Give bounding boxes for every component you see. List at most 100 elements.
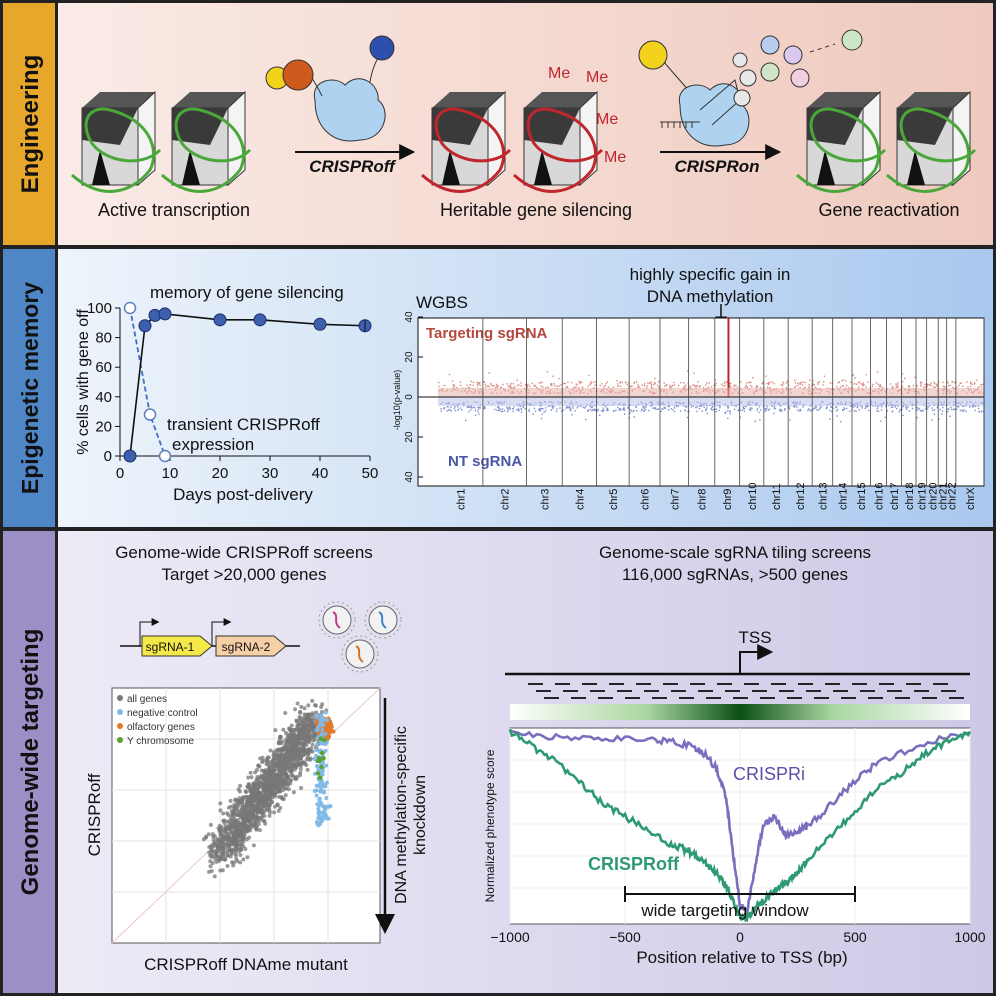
chrom-label: chr22: [946, 482, 958, 510]
targeting-point: [518, 384, 520, 386]
targeting-point: [799, 383, 801, 385]
all-genes-point: [236, 835, 241, 840]
negative-control-point: [323, 710, 328, 715]
nt-point: [552, 407, 554, 409]
nt-point: [897, 405, 899, 407]
nt-point: [788, 405, 791, 408]
all-genes-point: [239, 842, 244, 847]
nt-point: [618, 408, 621, 410]
negative-control-point: [319, 768, 324, 773]
nt-point: [466, 406, 468, 408]
all-genes-point: [226, 805, 231, 810]
nt-point: [468, 406, 471, 408]
targeting-point: [786, 380, 789, 382]
all-genes-point: [254, 768, 259, 773]
wgbs-y-label: -log10(p-value): [392, 370, 402, 431]
nt-point: [974, 409, 976, 412]
targeting-point: [546, 370, 549, 373]
targeting-point: [459, 384, 462, 387]
targeting-point: [565, 386, 568, 388]
all-genes-point: [238, 860, 243, 865]
targeting-point: [538, 382, 541, 384]
chrom-label: chr11: [771, 483, 783, 510]
chrom-label: chr13: [817, 482, 829, 510]
targeting-point: [545, 386, 547, 389]
targeting-point: [477, 382, 480, 384]
all-genes-point: [209, 854, 214, 859]
nt-point: [542, 408, 544, 410]
targeting-point: [620, 385, 622, 387]
nt-point: [835, 409, 838, 412]
nt-point: [758, 405, 761, 408]
negative-control-point: [324, 804, 329, 809]
nucleosome-active: [885, 90, 977, 193]
targeting-point: [705, 384, 707, 386]
nt-point: [547, 405, 550, 407]
nt-point: [562, 409, 565, 411]
targeting-point: [638, 385, 640, 388]
targeting-point: [629, 385, 631, 387]
nt-point: [591, 410, 593, 412]
all-genes-point: [241, 812, 246, 817]
nt-point: [454, 409, 457, 412]
targeting-point: [958, 384, 960, 387]
nt-point: [830, 406, 832, 408]
all-genes-point: [272, 752, 277, 757]
all-genes-point: [268, 748, 273, 753]
all-genes-point: [293, 707, 298, 712]
nt-point: [544, 407, 547, 409]
all-genes-point: [299, 704, 304, 709]
nt-point: [725, 411, 727, 413]
all-genes-point: [312, 737, 317, 742]
memory-x-tick-label: 10: [162, 465, 179, 482]
nt-point: [650, 405, 652, 408]
all-genes-point: [223, 837, 228, 842]
nt-point: [890, 406, 893, 409]
memory-y-tick-label: 40: [95, 389, 112, 406]
all-genes-point: [303, 750, 308, 755]
negative-control-point: [314, 753, 319, 758]
wgbs-y-tick-label: 20: [404, 351, 415, 363]
legend-marker: [117, 737, 123, 743]
nt-point: [933, 409, 936, 411]
all-genes-point: [264, 788, 269, 793]
targeting-point: [841, 385, 843, 387]
nucleosome-silenced: [512, 90, 604, 193]
targeting-point: [621, 381, 624, 384]
all-genes-point: [306, 727, 311, 732]
all-genes-point: [279, 795, 284, 800]
nt-point: [676, 405, 678, 408]
targeting-point: [914, 376, 916, 379]
nt-point: [700, 405, 702, 408]
all-genes-point: [279, 756, 284, 761]
all-genes-point: [237, 831, 242, 836]
targeting-point: [594, 384, 596, 386]
nt-point: [684, 409, 686, 411]
nt-point: [799, 408, 801, 411]
targeting-point: [920, 381, 923, 384]
all-genes-point: [212, 874, 217, 879]
nt-point: [630, 410, 633, 412]
nt-point: [956, 405, 959, 408]
targeting-point: [643, 383, 646, 385]
screen-title-1: Genome-wide CRISPRoff screens: [115, 543, 373, 562]
targeting-point: [687, 382, 689, 384]
all-genes-point: [247, 817, 252, 822]
targeting-point: [740, 381, 742, 383]
nt-point: [685, 406, 687, 408]
targeting-point: [745, 384, 747, 387]
targeting-label: Targeting sgRNA: [426, 325, 548, 342]
targeting-point: [630, 385, 632, 388]
me-label: Me: [586, 69, 608, 86]
memory-y-tick-label: 100: [87, 300, 112, 317]
targeting-point: [822, 384, 824, 386]
nt-point: [663, 406, 665, 409]
nt-point: [616, 406, 619, 409]
crispri-label: CRISPRi: [733, 764, 805, 784]
negative-control-point: [319, 761, 324, 766]
all-genes-point: [276, 747, 281, 752]
all-genes-point: [300, 720, 305, 725]
targeting-point: [969, 385, 972, 388]
negative-control-point: [314, 788, 319, 793]
targeting-point: [749, 384, 752, 387]
